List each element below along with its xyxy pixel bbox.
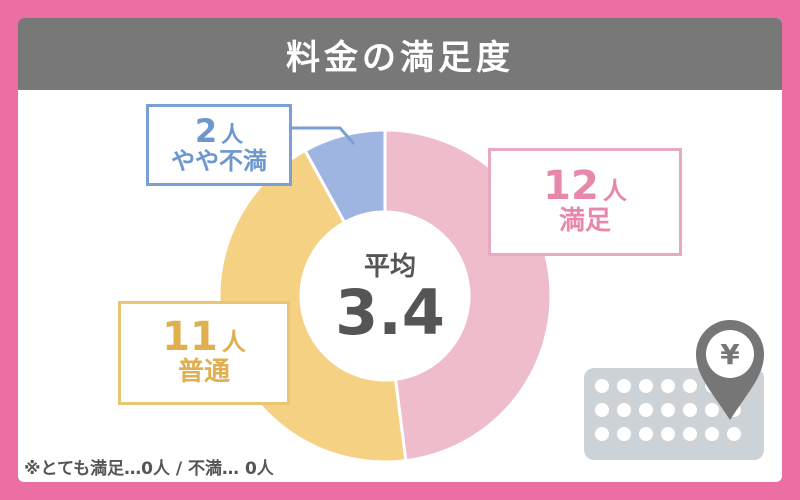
label-futsu-name: 普通 xyxy=(177,357,230,388)
label-yaya-name: やや不満 xyxy=(171,146,267,175)
label-futsu: 11 人 普通 xyxy=(118,301,290,405)
label-futsu-count: 11 xyxy=(162,314,218,361)
leader-line-yaya xyxy=(292,126,356,145)
label-manzoku-name: 満足 xyxy=(558,206,611,237)
card-dot xyxy=(595,427,609,441)
label-yaya-unit: 人 xyxy=(221,122,244,148)
card-dot xyxy=(595,379,609,393)
card-dot xyxy=(639,427,653,441)
label-manzoku: 12 人 満足 xyxy=(488,148,682,256)
card-dot xyxy=(683,427,697,441)
card-dot xyxy=(617,379,631,393)
card-dot xyxy=(595,403,609,417)
footnote: ※とても満足…0人 / 不満… 0人 xyxy=(24,459,274,479)
average-value: 3.4 xyxy=(335,276,445,349)
card-dot xyxy=(661,403,675,417)
card-dot xyxy=(661,427,675,441)
card-dot xyxy=(727,427,741,441)
card-dot xyxy=(639,379,653,393)
card-dot xyxy=(705,427,719,441)
average-label: 平均 xyxy=(363,252,416,282)
card-dot xyxy=(639,403,653,417)
card-dot xyxy=(617,427,631,441)
yen-card-illustration: ¥ xyxy=(584,320,764,460)
donut-slice-3 xyxy=(302,128,387,225)
label-futsu-unit: 人 xyxy=(221,328,246,357)
yen-pin-circle xyxy=(706,330,754,378)
card-dot xyxy=(683,403,697,417)
title-bar: 料金の満足度 xyxy=(18,18,782,90)
label-manzoku-count: 12 xyxy=(543,163,599,210)
page-title: 料金の満足度 xyxy=(286,37,514,78)
card-dot xyxy=(705,403,719,417)
card-dot xyxy=(683,379,697,393)
yen-symbol: ¥ xyxy=(720,338,740,371)
card-dot xyxy=(661,379,675,393)
label-manzoku-unit: 人 xyxy=(602,177,627,206)
card-dot xyxy=(617,403,631,417)
label-yaya-count: 2 xyxy=(194,111,218,150)
